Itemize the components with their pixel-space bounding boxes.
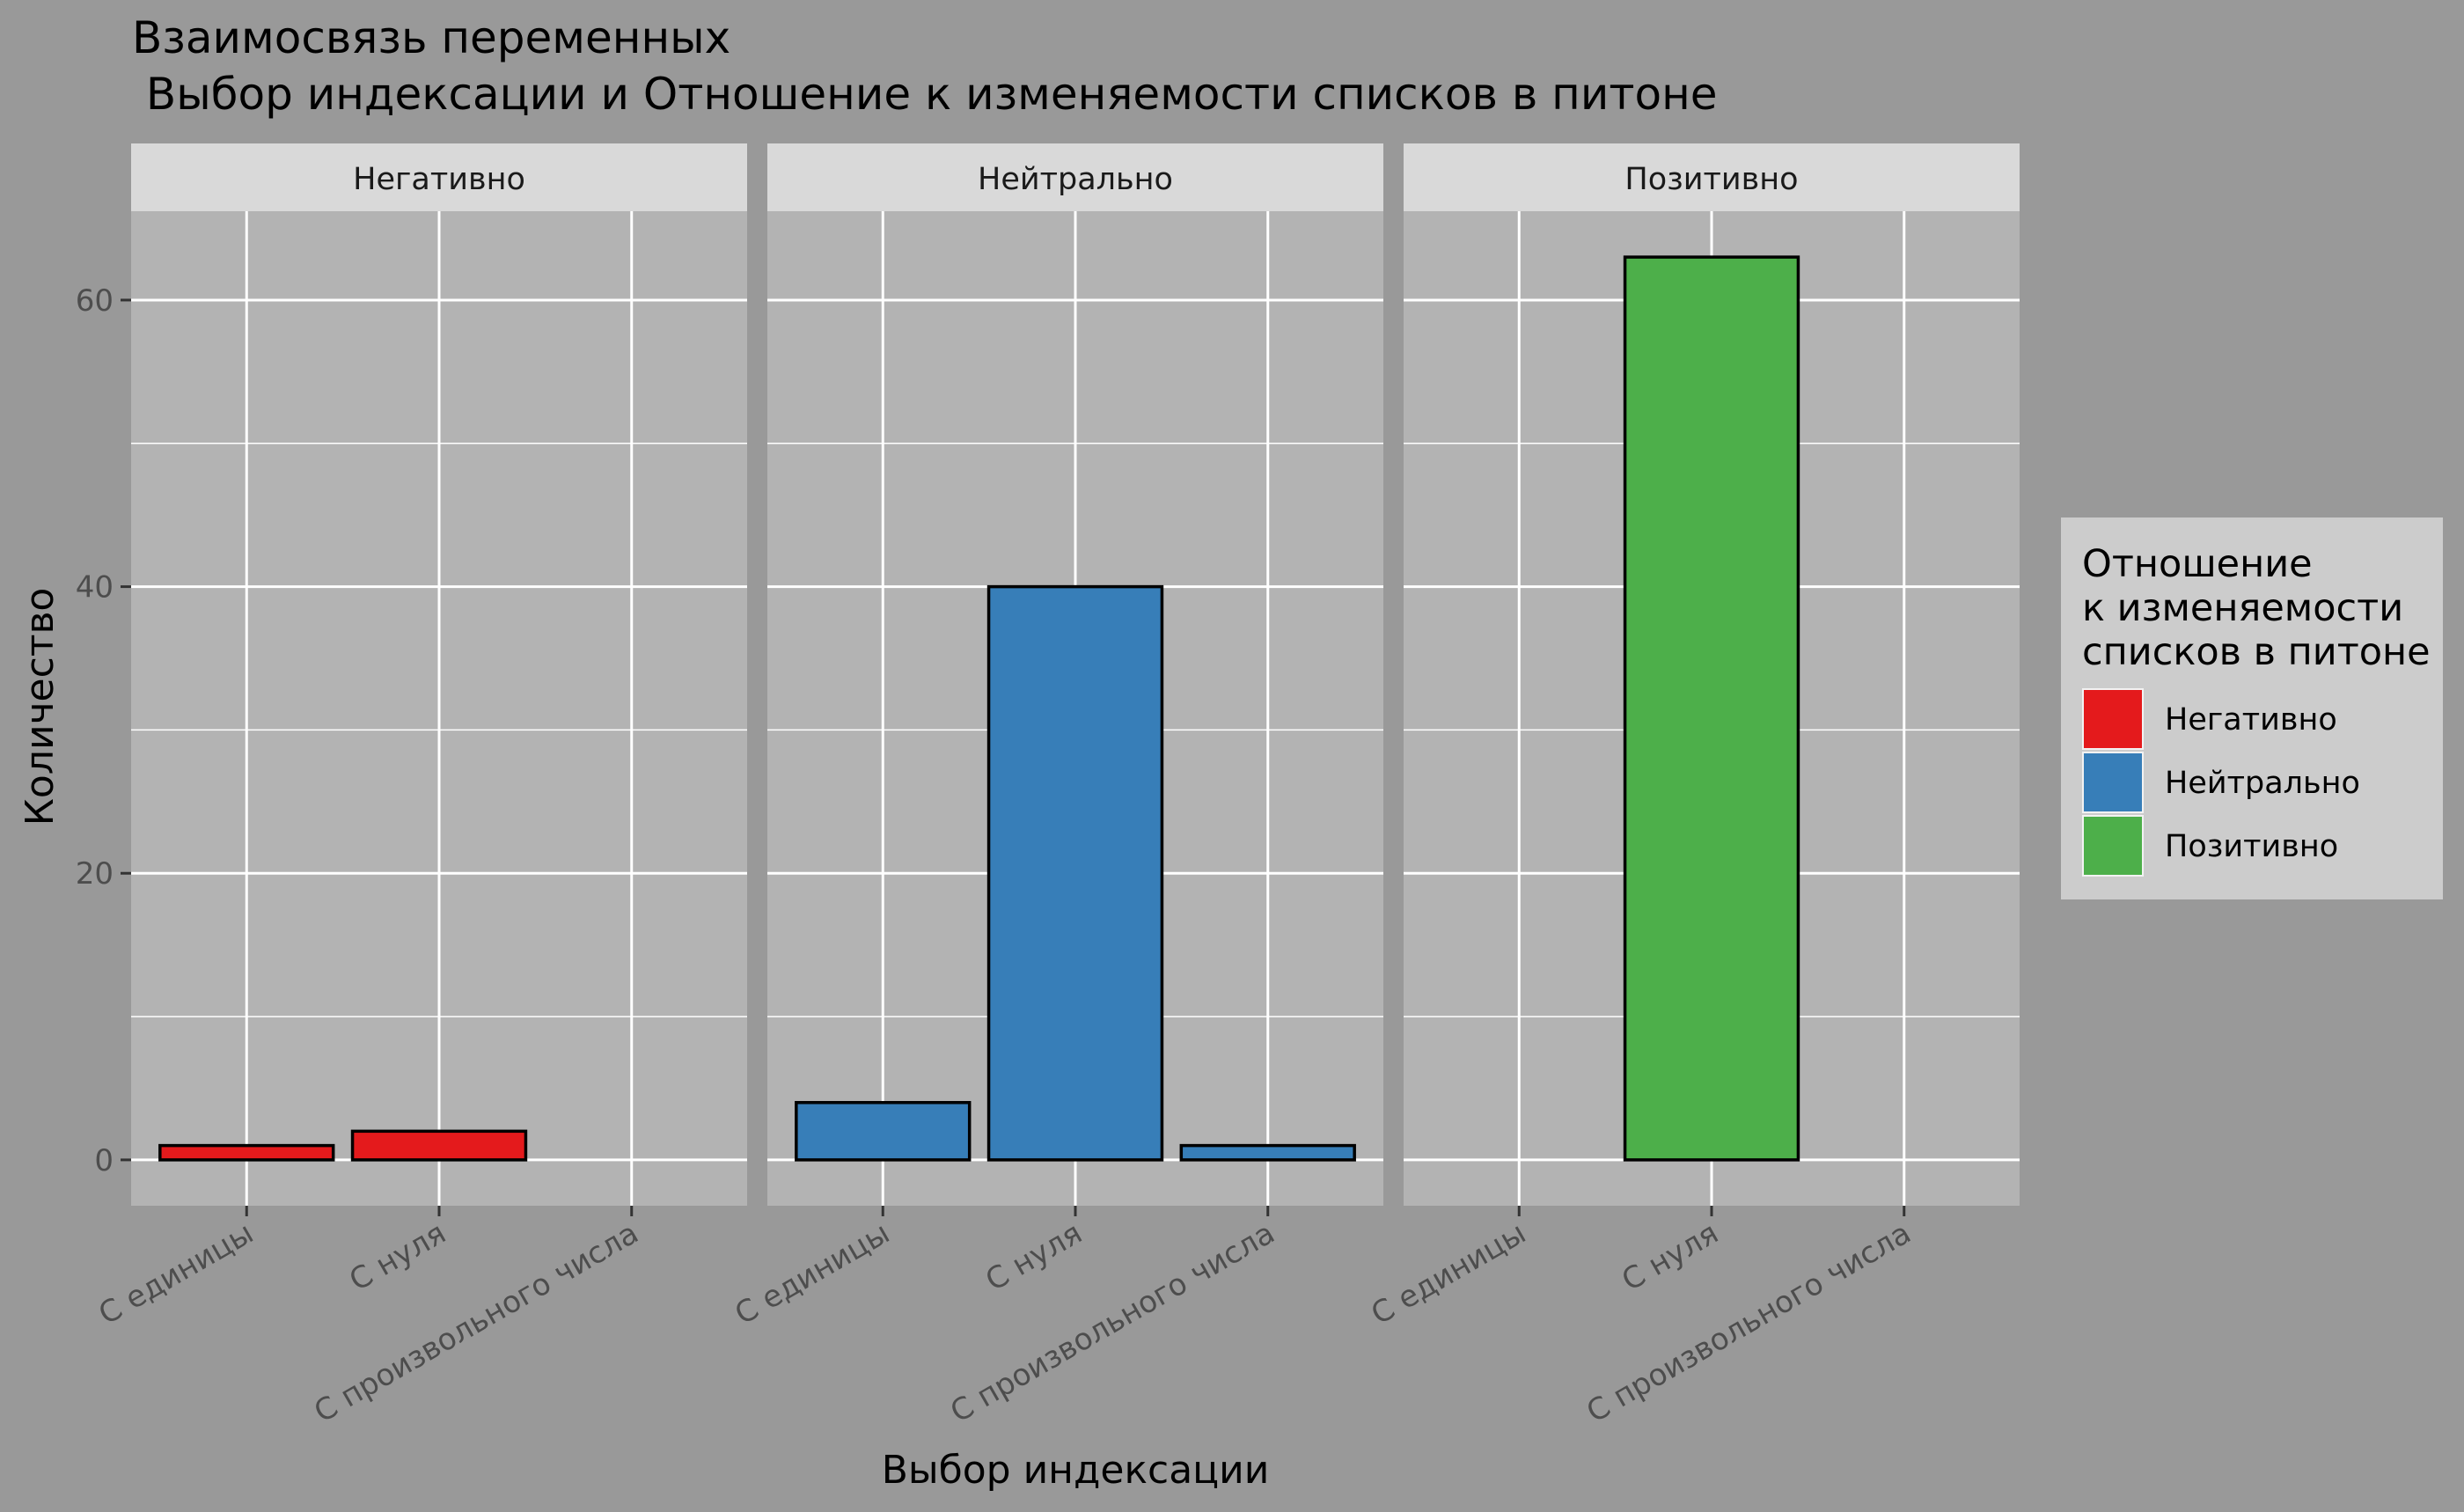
facet-strip-label: Нейтрально [978,162,1173,197]
facet-strip-label: Позитивно [1624,162,1798,197]
x-tick-label: С произвольного числа [308,1215,644,1430]
legend-item: Позитивно [2082,815,2338,877]
facet-strip [131,143,747,211]
legend-swatch [2084,753,2142,811]
x-tick-label: С нуля [343,1215,451,1298]
y-tick-label: 20 [76,856,114,892]
legend-items: Негативно Нейтрально Позитивно [2082,688,2360,877]
legend-label: Позитивно [2165,829,2338,864]
legend-title-line3: списков в питоне [2082,630,2431,674]
bar [158,1143,335,1162]
facet-strip [1404,143,2020,211]
x-tick-label: С произвольного числа [944,1215,1280,1430]
bar [1623,255,1800,1162]
bar [795,1101,972,1162]
legend-label: Негативно [2165,702,2337,738]
legend-item: Негативно [2082,688,2337,750]
x-axis-label: Выбор индексации [882,1448,1270,1493]
x-tick-label: С единицы [93,1215,260,1332]
bar [1179,1143,1356,1162]
x-tick-label: С единицы [730,1215,896,1332]
bar [986,584,1164,1162]
x-tick-label: С нуля [1616,1215,1724,1298]
chart-title-line2: Выбор индексации и Отношение к изменяемо… [132,69,1718,120]
legend-label: Нейтрально [2165,766,2360,801]
x-tick-label: С нуля [979,1215,1088,1298]
x-tick-label: С единицы [1366,1215,1532,1332]
x-tick-label: С произвольного числа [1580,1215,1917,1430]
legend-title-line2: к изменяемости [2082,586,2403,630]
legend-swatch [2084,817,2142,875]
facet-strip [767,143,1383,211]
legend-swatch [2084,690,2142,748]
bar [350,1129,528,1162]
legend-item: Нейтрально [2082,752,2360,813]
y-tick-label: 40 [76,570,114,606]
chart-title-line1: Взаимосвязь переменных [132,12,730,63]
y-tick-label: 0 [94,1143,114,1178]
legend: Отношение к изменяемости списков в питон… [2061,517,2443,899]
legend-title-line1: Отношение [2082,542,2313,586]
y-tick-label: 60 [76,283,114,319]
y-axis-label: Количество [18,588,62,826]
facet-strip-label: Негативно [353,162,525,197]
